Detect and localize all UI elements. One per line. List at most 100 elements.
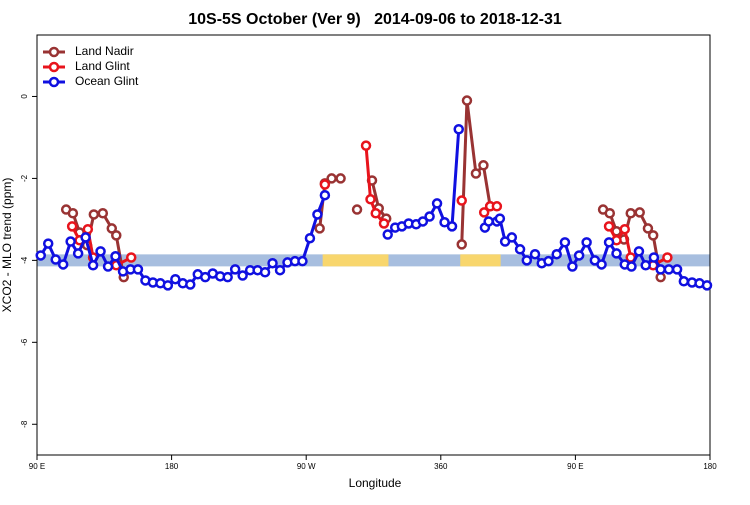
y-axis-label: XCO2 - MLO trend (ppm): [0, 178, 14, 313]
chart-title: 10S-5S October (Ver 9) 2014-09-06 to 201…: [188, 11, 562, 28]
data-point: [50, 254, 61, 265]
series-line: [607, 225, 633, 258]
data-point: [603, 237, 615, 248]
data-point: [648, 252, 660, 263]
data-point: [483, 216, 494, 227]
data-point: [88, 209, 100, 220]
data-point: [478, 207, 490, 218]
data-point: [506, 232, 518, 243]
data-point: [57, 259, 69, 270]
y-tick-label: -8: [20, 420, 29, 428]
x-tick-label: 180: [703, 462, 717, 471]
data-point: [106, 223, 118, 234]
y-tick-label: -6: [20, 338, 29, 346]
data-point: [543, 255, 554, 267]
data-point: [87, 260, 99, 271]
data-point: [439, 217, 450, 228]
data-point: [132, 264, 144, 275]
data-point: [312, 209, 323, 220]
data-point: [110, 251, 121, 262]
data-point: [335, 173, 346, 184]
data-point: [604, 207, 616, 219]
data-point: [297, 255, 308, 267]
data-point: [663, 264, 675, 275]
data-point: [66, 221, 78, 232]
data-point: [647, 230, 659, 241]
data-point: [611, 248, 622, 259]
data-point: [642, 223, 654, 234]
y-tick-label: 0: [20, 94, 29, 99]
data-point: [222, 271, 233, 283]
data-point: [671, 264, 683, 275]
data-point: [491, 201, 503, 212]
data-point: [95, 246, 106, 257]
data-point: [633, 246, 645, 257]
data-point: [229, 264, 241, 275]
data-point: [521, 255, 533, 266]
data-point: [351, 204, 363, 215]
legend-label: Land Nadir: [75, 44, 134, 58]
data-point: [596, 259, 607, 270]
axes-frame: [36, 34, 711, 456]
data-point: [370, 207, 381, 219]
x-tick-label: 90 E: [567, 462, 583, 471]
data-point: [701, 280, 713, 291]
data-point: [378, 218, 390, 229]
data-point: [125, 252, 137, 263]
data-point: [259, 266, 271, 278]
data-point: [640, 260, 651, 271]
legend-label: Land Glint: [75, 59, 130, 73]
data-point: [65, 236, 76, 247]
data-point: [494, 213, 506, 224]
data-point: [80, 232, 91, 243]
x-axis-label: Longitude: [349, 476, 402, 490]
data-point: [634, 207, 645, 218]
data-point: [456, 195, 467, 206]
data-point: [314, 223, 325, 234]
data-point: [431, 198, 443, 209]
data-point: [446, 221, 458, 232]
data-point: [470, 168, 482, 179]
data-point: [97, 207, 109, 219]
series-line: [364, 145, 386, 225]
data-point: [478, 160, 489, 171]
data-point: [72, 248, 84, 259]
x-tick-label: 90 E: [29, 462, 45, 471]
y-tick-label: -2: [20, 174, 29, 182]
data-point: [655, 264, 666, 275]
x-tick-label: 180: [165, 462, 179, 471]
data-point: [461, 95, 473, 106]
legend-marker: [48, 61, 60, 73]
x-tick-label: 90 W: [297, 462, 316, 471]
plot-area: 0 -2 -4 -6 -8 90 E 180 90 W 360 90 E 180 Land Nadir…: [20, 34, 717, 471]
data-point: [567, 261, 578, 272]
legend-label: Ocean Glint: [75, 74, 139, 88]
data-point: [625, 207, 636, 219]
data-point: [417, 216, 429, 227]
data-point: [67, 207, 79, 219]
data-point: [581, 237, 592, 248]
data-point: [453, 123, 464, 135]
data-point: [304, 232, 316, 244]
data-point: [514, 244, 526, 255]
band-highlight: [460, 254, 501, 267]
band-highlight: [322, 254, 389, 267]
data-point: [456, 239, 467, 250]
data-point: [111, 230, 122, 241]
data-point: [102, 261, 114, 272]
data-point: [678, 276, 690, 287]
data-point: [382, 229, 393, 240]
data-point: [619, 223, 631, 235]
data-point: [267, 257, 278, 269]
data-point: [603, 221, 615, 232]
data-point: [551, 248, 562, 260]
data-point: [529, 248, 541, 260]
data-point: [424, 211, 435, 222]
data-point: [170, 273, 181, 285]
data-point: [274, 264, 286, 276]
data-point: [559, 237, 571, 248]
data-point: [35, 250, 46, 261]
x-tick-label: 360: [434, 462, 448, 471]
